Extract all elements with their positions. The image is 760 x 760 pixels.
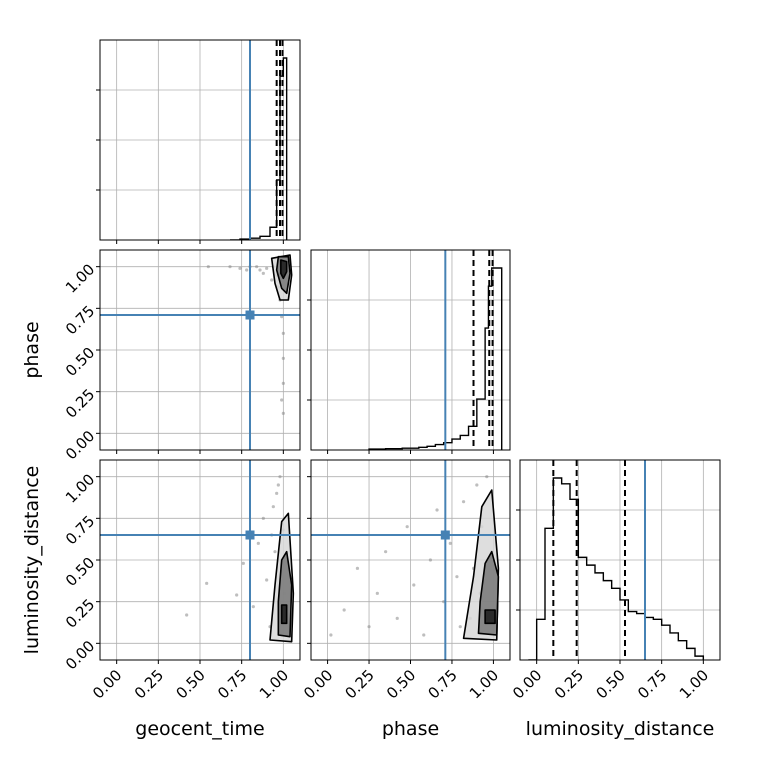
y-axis-label-phase: phase: [21, 321, 43, 378]
panel-geocent_time-geocent_time: [100, 40, 300, 240]
truth-marker: [245, 530, 255, 540]
x-tick-label: 0.00: [509, 666, 545, 702]
y-tick-label: 0.75: [62, 302, 98, 338]
x-tick-label: 0.75: [214, 666, 250, 702]
density-panel-geocent_time-luminosity_distance: [100, 460, 300, 660]
x-axis-label-luminosity_distance: luminosity_distance: [526, 718, 715, 740]
sample-point-4: [251, 605, 255, 609]
histogram-step-luminosity_distance: [528, 477, 705, 660]
sample-point-0: [329, 633, 333, 637]
sample-point-10: [428, 558, 432, 562]
sample-point-5: [384, 550, 388, 554]
sample-point-12: [278, 475, 282, 479]
sample-point-3: [241, 561, 245, 565]
x-tick-label: 0.25: [342, 666, 378, 702]
y-tick-label: 0.75: [62, 512, 98, 548]
sample-point-6: [395, 616, 399, 620]
x-tick-label: 0.75: [424, 666, 460, 702]
sample-point-2: [238, 266, 242, 270]
sample-point-2: [355, 566, 360, 570]
density-panel-geocent_time-phase: [100, 250, 300, 450]
sample-point-1: [205, 581, 209, 585]
sample-point-15: [281, 411, 285, 415]
x-axis-label-phase: phase: [382, 718, 439, 740]
sample-point-11: [435, 508, 439, 512]
y-tick-label: 0.50: [62, 554, 98, 590]
sample-point-17: [261, 271, 265, 275]
sample-point-8: [412, 583, 416, 587]
sample-point-7: [265, 578, 269, 582]
sample-point-19: [485, 475, 489, 479]
y-tick-label: 1.00: [62, 470, 98, 506]
x-axis-label-geocent_time: geocent_time: [135, 718, 264, 740]
sample-point-18: [245, 268, 249, 272]
y-tick-label: 0.00: [62, 427, 98, 463]
sample-point-17: [475, 483, 479, 487]
panel-luminosity_distance-luminosity_distance: [520, 460, 720, 660]
sample-point-11: [276, 483, 280, 487]
sample-point-9: [271, 505, 275, 509]
sample-point-14: [280, 398, 284, 402]
y-tick-label: 0.50: [62, 344, 98, 380]
sample-point-13: [448, 541, 452, 545]
contour-level-0: [280, 604, 288, 625]
histogram-phase: [368, 250, 503, 450]
x-tick-label: 0.00: [300, 666, 336, 702]
histogram-geocent_time: [230, 40, 288, 240]
sample-point-14: [455, 575, 459, 579]
x-tick-label: 0.25: [131, 666, 167, 702]
sample-point-3: [367, 625, 371, 629]
sample-point-7: [405, 525, 409, 529]
sample-point-16: [270, 278, 274, 282]
sample-point-1: [228, 265, 232, 269]
sample-point-0: [185, 613, 189, 617]
contour-level-0: [280, 259, 288, 280]
sample-point-12: [281, 356, 285, 360]
histogram-luminosity_distance: [528, 460, 705, 660]
sample-point-19: [255, 265, 259, 269]
panel-geocent_time-luminosity_distance: [100, 460, 300, 660]
panel-geocent_time-phase: [100, 250, 300, 450]
x-tick-label: 0.50: [172, 666, 208, 702]
x-tick-label: 0.50: [383, 666, 419, 702]
truth-marker: [440, 530, 450, 540]
y-tick-label: 0.25: [62, 595, 98, 631]
x-tick-label: 0.25: [551, 666, 587, 702]
sample-point-6: [261, 516, 265, 520]
y-tick-label: 0.00: [62, 637, 98, 673]
histogram-step-phase: [368, 267, 503, 450]
x-tick-label: 1.00: [466, 666, 502, 702]
panel-phase-phase: [311, 250, 510, 450]
y-axis-label-luminosity_distance: luminosity_distance: [21, 466, 43, 655]
sample-point-10: [275, 491, 279, 495]
sample-point-21: [458, 625, 462, 629]
sample-point-9: [422, 633, 426, 637]
sample-point-4: [258, 268, 262, 272]
sample-point-1: [342, 608, 346, 612]
sample-point-5: [265, 266, 269, 270]
density-panel-phase-luminosity_distance: [311, 460, 510, 660]
y-tick-label: 1.00: [62, 260, 98, 296]
histogram-step-geocent_time: [230, 57, 288, 240]
sample-point-11: [281, 331, 285, 335]
sample-point-4: [375, 591, 379, 595]
x-tick-label: 1.00: [256, 666, 292, 702]
sample-point-5: [256, 541, 260, 545]
sample-point-13: [281, 381, 285, 385]
sample-point-16: [273, 550, 277, 554]
x-tick-label: 0.00: [89, 666, 125, 702]
x-tick-label: 0.50: [592, 666, 628, 702]
sample-point-15: [461, 500, 466, 504]
sample-point-2: [235, 593, 239, 597]
sample-point-0: [206, 265, 210, 269]
x-tick-label: 0.75: [634, 666, 670, 702]
y-tick-label: 0.25: [62, 385, 98, 421]
x-tick-label: 1.00: [676, 666, 712, 702]
contour-level-0: [484, 609, 496, 625]
truth-marker: [245, 310, 255, 320]
